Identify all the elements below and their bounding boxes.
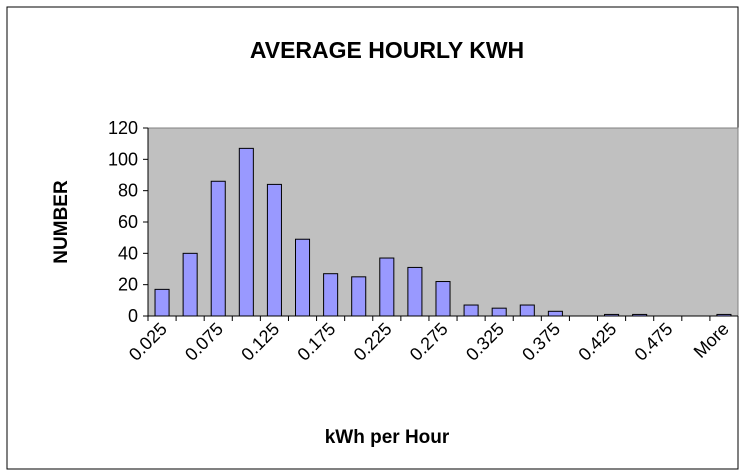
bar [351, 276, 367, 317]
bar [547, 310, 563, 317]
bar [182, 252, 198, 317]
bar [295, 238, 311, 317]
y-tick-label: 100 [108, 149, 138, 169]
y-tick-label: 40 [118, 243, 138, 263]
y-tick-label: 80 [118, 181, 138, 201]
bar [379, 257, 395, 317]
bar [519, 304, 535, 317]
y-axis-label: NUMBER [51, 180, 72, 264]
bar [323, 273, 339, 317]
bar [238, 147, 254, 317]
bar [407, 266, 423, 317]
chart-title: AVERAGE HOURLY KWH [250, 37, 524, 63]
y-tick-label: 120 [108, 118, 138, 138]
x-axis-label: kWh per Hour [325, 427, 450, 448]
bar [435, 281, 451, 317]
bar [266, 183, 282, 317]
bar [463, 304, 479, 317]
y-tick-label: 0 [128, 306, 138, 326]
y-tick-label: 60 [118, 212, 138, 232]
bar [491, 307, 507, 317]
bar [154, 288, 170, 317]
bar [210, 180, 226, 317]
y-tick-label: 20 [118, 275, 138, 295]
